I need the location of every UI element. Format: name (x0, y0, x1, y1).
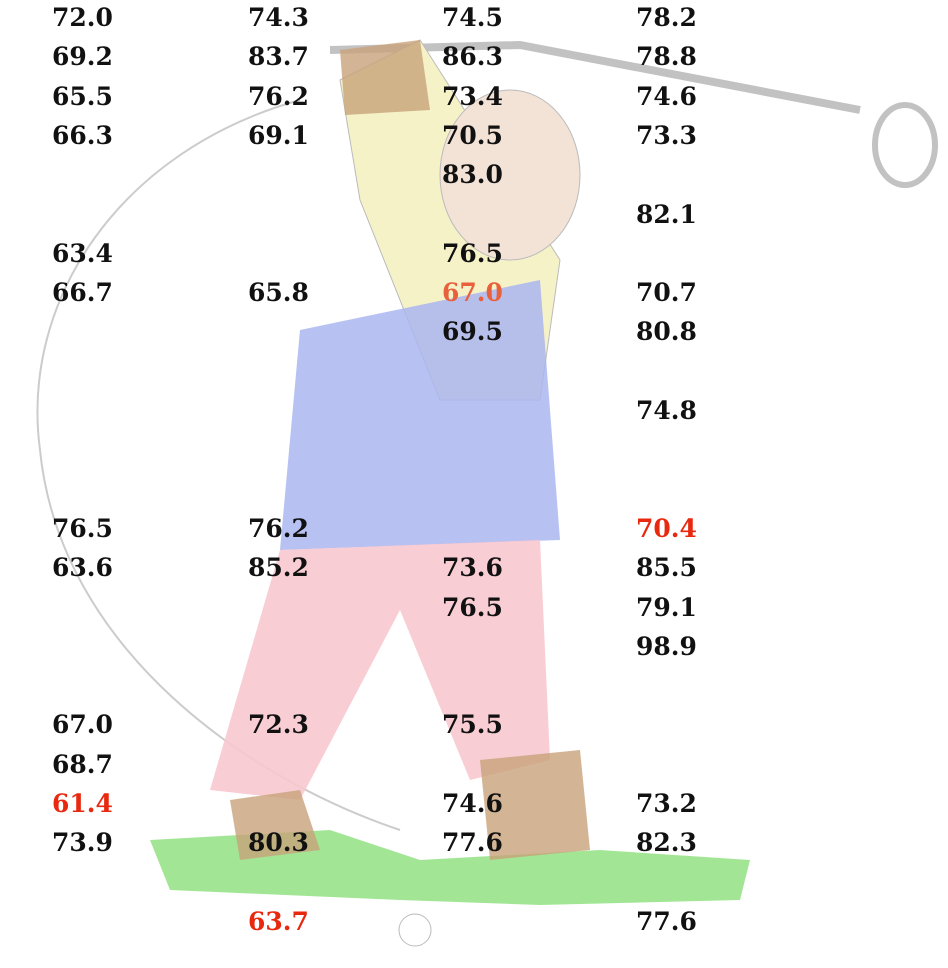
table-cell: 85.5 (636, 553, 697, 583)
table-cell: 63.4 (52, 239, 113, 269)
table-cell: 85.2 (248, 553, 309, 583)
page: 72.0 74.3 74.5 78.2 69.2 83.7 86.3 78.8 65.5 76.2… (0, 0, 948, 968)
table-cell: 66.7 (52, 278, 113, 308)
table-cell: 73.6 (442, 553, 503, 583)
table-cell: 65.8 (248, 278, 309, 308)
table-cell: 74.3 (248, 3, 309, 33)
table-cell: 77.6 (636, 907, 697, 937)
table-cell: 74.8 (636, 396, 697, 426)
table-cell: 77.6 (442, 828, 503, 858)
table-cell: 72.3 (248, 710, 309, 740)
table-cell: 79.1 (636, 593, 697, 623)
table-cell: 65.5 (52, 82, 113, 112)
table-cell: 73.3 (636, 121, 697, 151)
table-cell: 69.2 (52, 42, 113, 72)
table-cell: 98.9 (636, 632, 697, 662)
table-cell: 76.2 (248, 82, 309, 112)
table-cell: 66.3 (52, 121, 113, 151)
table-cell: 74.5 (442, 3, 503, 33)
table-cell: 82.1 (636, 200, 697, 230)
table-cell: 67.0 (52, 710, 113, 740)
table-cell: 69.5 (442, 317, 503, 347)
table-cell: 78.8 (636, 42, 697, 72)
table-cell: 69.1 (248, 121, 309, 151)
table-cell: 86.3 (442, 42, 503, 72)
table-cell: 73.4 (442, 82, 503, 112)
table-cell: 76.5 (442, 593, 503, 623)
table-cell: 67.0 (442, 278, 503, 308)
table-cell: 83.0 (442, 160, 503, 190)
table-cell: 83.7 (248, 42, 309, 72)
table-cell: 68.7 (52, 750, 113, 780)
table-cell: 70.5 (442, 121, 503, 151)
table-cell: 61.4 (52, 789, 113, 819)
table-cell: 72.0 (52, 3, 113, 33)
table-cell: 80.8 (636, 317, 697, 347)
table-cell: 70.7 (636, 278, 697, 308)
table-cell: 70.4 (636, 514, 697, 544)
table: 72.0 74.3 74.5 78.2 69.2 83.7 86.3 78.8 65.5 76.2… (0, 0, 948, 968)
table-cell: 63.6 (52, 553, 113, 583)
table-cell: 63.7 (248, 907, 309, 937)
table-cell: 75.5 (442, 710, 503, 740)
table-cell: 74.6 (442, 789, 503, 819)
table-cell: 80.3 (248, 828, 309, 858)
table-cell: 76.5 (52, 514, 113, 544)
table-cell: 74.6 (636, 82, 697, 112)
table-cell: 78.2 (636, 3, 697, 33)
table-cell: 82.3 (636, 828, 697, 858)
table-cell: 76.2 (248, 514, 309, 544)
table-cell: 73.2 (636, 789, 697, 819)
table-cell: 73.9 (52, 828, 113, 858)
table-cell: 76.5 (442, 239, 503, 269)
